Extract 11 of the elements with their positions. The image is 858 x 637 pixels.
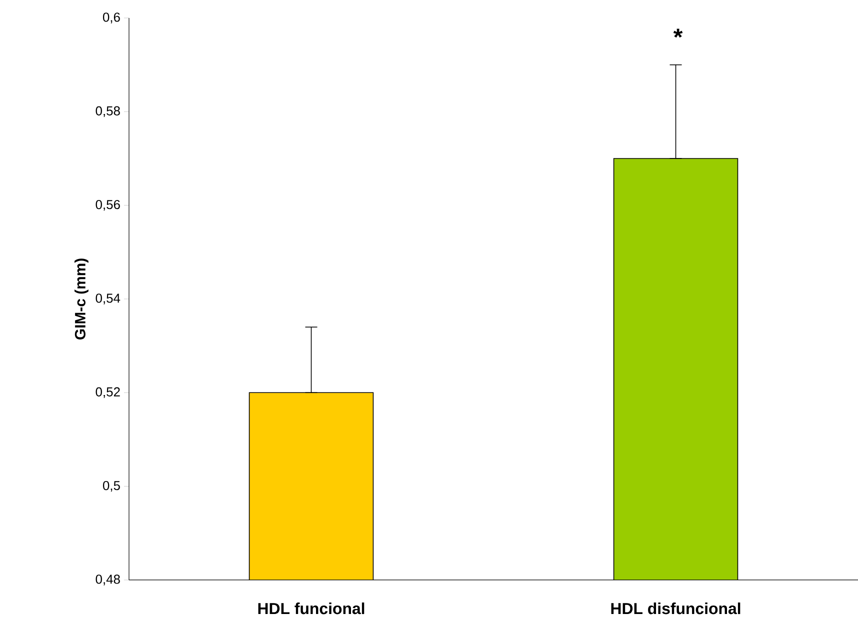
y-tick-label: 0,6 (102, 12, 120, 24)
y-tick-label: 0,48 (96, 574, 120, 586)
annotation: * (673, 28, 683, 38)
x-tick-label: HDL disfuncional (611, 602, 740, 614)
y-tick-label: 0,56 (96, 200, 120, 211)
y-axis-title: GIM-c (mm) (74, 258, 88, 340)
y-tick-label: 0,58 (96, 106, 120, 117)
x-tick-label: HDL funcional (258, 602, 364, 614)
y-tick-label: 0,52 (96, 387, 120, 398)
y-tick-label: 0,5 (102, 480, 120, 492)
y-tick-label: 0,54 (96, 294, 120, 304)
